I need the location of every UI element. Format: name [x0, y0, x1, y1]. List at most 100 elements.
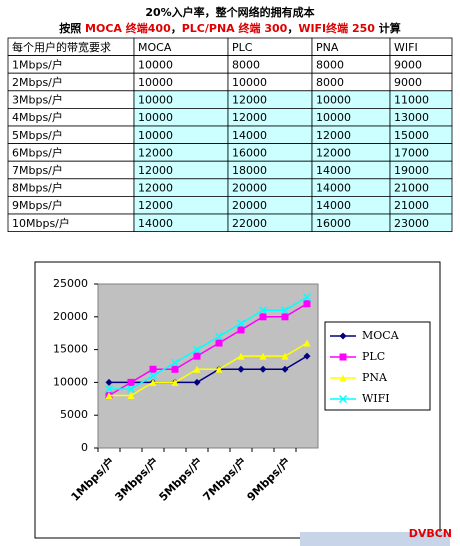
table-header: WIFI — [394, 41, 418, 54]
marker — [127, 378, 135, 386]
table-text: 16000 — [316, 217, 351, 230]
marker — [339, 353, 347, 361]
watermark: DVBCN — [409, 527, 452, 540]
table-text: 23000 — [394, 217, 429, 230]
table-text: 22000 — [232, 217, 267, 230]
table-text: 19000 — [394, 164, 429, 177]
marker — [236, 319, 246, 328]
marker — [302, 293, 312, 302]
marker — [259, 365, 267, 373]
subtitle-part: ， — [171, 22, 182, 35]
table-text: 7Mbps/户 — [12, 163, 63, 177]
table-text: 15000 — [394, 129, 429, 142]
table-text: 8000 — [232, 58, 260, 71]
table-text: 18000 — [232, 164, 267, 177]
marker — [193, 352, 201, 360]
marker — [105, 392, 113, 400]
marker — [105, 378, 113, 386]
marker — [193, 378, 201, 386]
table-text: 9000 — [394, 76, 422, 89]
watermark-band — [300, 532, 450, 546]
marker — [215, 365, 223, 373]
subtitle-part: ， — [287, 22, 298, 35]
table-text: 9Mbps/户 — [12, 198, 63, 212]
marker — [258, 306, 268, 315]
marker — [237, 365, 245, 373]
y-tick-label: 20000 — [53, 310, 88, 323]
table-text: 3Mbps/户 — [12, 93, 63, 107]
table-text: 13000 — [394, 111, 429, 124]
plot-area — [97, 283, 319, 449]
table-text: 17000 — [394, 146, 429, 159]
y-tick-label: 25000 — [53, 277, 88, 290]
table-text: 12000 — [232, 111, 267, 124]
marker — [281, 352, 289, 360]
table-text: 11000 — [394, 94, 429, 107]
table-text: 14000 — [138, 217, 173, 230]
table-text: 12000 — [232, 94, 267, 107]
table-text: 12000 — [138, 199, 173, 212]
marker — [303, 339, 311, 347]
series-line — [108, 303, 308, 397]
marker — [237, 352, 245, 360]
table-text: 8Mbps/户 — [12, 181, 63, 195]
table-header: 每个用户的带宽要求 — [12, 40, 111, 54]
marker — [149, 365, 157, 373]
marker — [259, 313, 267, 321]
marker — [127, 392, 135, 400]
legend-label: WIFI — [362, 392, 390, 405]
table-text: 12000 — [316, 129, 351, 142]
table-text: 10000 — [316, 94, 351, 107]
y-tick-label: 15000 — [53, 343, 88, 356]
table-header: PLC — [232, 41, 253, 54]
marker — [104, 384, 114, 393]
table-text: 10000 — [138, 111, 173, 124]
table-text: 21000 — [394, 182, 429, 195]
marker — [280, 306, 290, 315]
marker — [170, 358, 180, 367]
table-text: 14000 — [316, 182, 351, 195]
table-text: 12000 — [138, 164, 173, 177]
table-text: 9000 — [394, 58, 422, 71]
marker — [281, 313, 289, 321]
subtitle-part: PLC/PNA 终端 300 — [182, 21, 288, 35]
subtitle-part: 计算 — [375, 21, 401, 35]
table-text: 20000 — [232, 182, 267, 195]
table-text: 2Mbps/户 — [12, 75, 63, 89]
marker — [214, 332, 224, 341]
table-header: MOCA — [138, 41, 172, 54]
marker — [171, 378, 179, 386]
table-text: 10Mbps/户 — [12, 216, 70, 230]
table-text: 10000 — [138, 129, 173, 142]
y-tick-label: 10000 — [53, 375, 88, 388]
marker — [281, 365, 289, 373]
table-text: 10000 — [232, 76, 267, 89]
marker — [149, 378, 157, 386]
table-text: 4Mbps/户 — [12, 110, 63, 124]
y-tick-label: 5000 — [60, 408, 88, 421]
subtitle: 按照 MOCA 终端400，PLC/PNA 终端 300，WIFI终端 250 … — [59, 21, 401, 35]
subtitle-part: WIFI终端 250 — [298, 21, 375, 35]
series-line — [109, 296, 308, 390]
marker — [338, 394, 348, 404]
table-text: 16000 — [232, 146, 267, 159]
marker — [259, 352, 267, 360]
table-text: 6Mbps/户 — [12, 145, 63, 159]
legend-label: PNA — [362, 371, 388, 384]
table-text: 10000 — [138, 76, 173, 89]
table-text: 14000 — [232, 129, 267, 142]
marker — [339, 374, 347, 382]
legend-label: MOCA — [362, 329, 400, 342]
table-text: 10000 — [316, 111, 351, 124]
table-text: 12000 — [138, 146, 173, 159]
table-text: 8000 — [316, 76, 344, 89]
subtitle-part: MOCA 终端400 — [85, 21, 171, 35]
table-text: 12000 — [316, 146, 351, 159]
table-text: 14000 — [316, 164, 351, 177]
table-text: 10000 — [138, 94, 173, 107]
table-text: 12000 — [138, 182, 173, 195]
series-line — [109, 342, 308, 397]
marker — [148, 371, 158, 380]
marker — [215, 339, 223, 347]
table-text: 10000 — [138, 58, 173, 71]
